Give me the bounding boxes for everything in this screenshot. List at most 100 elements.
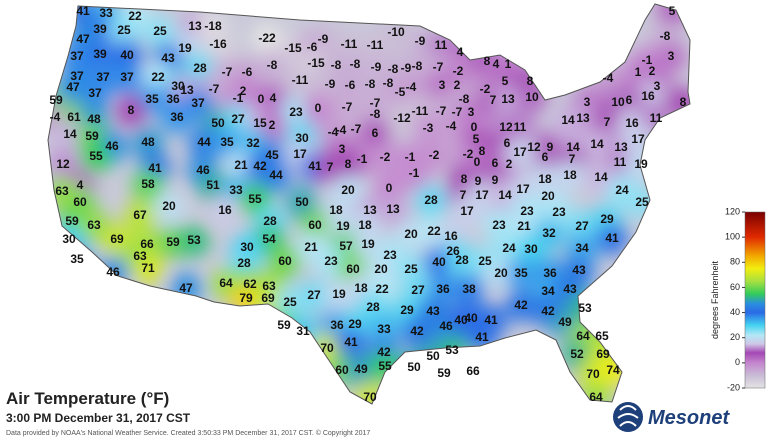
station-temperature: -8 (383, 76, 394, 90)
station-temperature: 5 (502, 74, 509, 88)
temperature-patch (101, 224, 133, 256)
station-temperature: 4 (493, 57, 500, 71)
station-temperature: -10 (387, 25, 405, 39)
station-temperature: -4 (603, 71, 614, 85)
station-temperature: 37 (70, 69, 84, 83)
station-temperature: 63 (133, 249, 147, 263)
station-temperature: 23 (520, 204, 534, 218)
station-temperature: 37 (88, 86, 102, 100)
station-temperature: 58 (141, 177, 155, 191)
station-temperature: 17 (460, 204, 474, 218)
station-temperature: -9 (415, 34, 426, 48)
station-temperature: 11 (650, 111, 663, 125)
station-temperature: 57 (339, 239, 353, 253)
station-temperature: 64 (219, 276, 233, 290)
station-temperature: 27 (411, 283, 425, 297)
station-temperature: 2 (506, 157, 513, 171)
station-temperature: -8 (660, 29, 671, 43)
station-temperature: 7 (569, 152, 576, 166)
station-temperature: 59 (85, 129, 99, 143)
station-temperature: 25 (153, 24, 167, 38)
station-temperature: 16 (218, 203, 232, 217)
station-temperature: 36 (330, 318, 344, 332)
station-temperature: 23 (289, 105, 303, 119)
station-temperature: 34 (541, 284, 555, 298)
station-temperature: 50 (295, 195, 309, 209)
station-temperature: 41 (484, 313, 498, 327)
station-temperature: 37 (120, 70, 134, 84)
station-temperature: 21 (517, 219, 531, 233)
station-temperature: 10 (611, 95, 625, 109)
station-temperature: 24 (615, 183, 629, 197)
temperature-patch (302, 93, 334, 125)
station-temperature: 36 (543, 266, 557, 280)
station-temperature: 46 (439, 319, 453, 333)
station-temperature: -7 (452, 105, 463, 119)
station-temperature: 36 (166, 92, 180, 106)
station-temperature: 40 (120, 48, 134, 62)
station-temperature: 22 (375, 282, 389, 296)
station-temperature: -7 (222, 65, 233, 79)
station-temperature: -2 (480, 82, 491, 96)
colorbar-tick-label: 20 (730, 332, 740, 342)
station-temperature: 19 (361, 237, 375, 251)
station-temperature: -7 (433, 60, 444, 74)
station-temperature: 13 (576, 111, 590, 125)
station-temperature: 74 (606, 363, 620, 377)
station-temperature: 36 (170, 110, 184, 124)
station-temperature: 19 (336, 219, 350, 233)
temperature-patch (209, 195, 241, 227)
station-temperature: 17 (513, 145, 527, 159)
station-temperature: 33 (229, 183, 243, 197)
credit: Data provided by NOAA's National Weather… (6, 429, 370, 437)
station-temperature: 7 (604, 115, 611, 129)
station-temperature: 8 (128, 103, 135, 117)
temperature-patch (435, 111, 467, 143)
temperature-patch (368, 314, 400, 346)
station-temperature: 37 (70, 49, 84, 63)
station-temperature: 28 (263, 214, 277, 228)
station-temperature: 27 (575, 219, 589, 233)
colorbar (744, 211, 766, 389)
station-temperature: 53 (578, 301, 592, 315)
station-temperature: 65 (595, 329, 609, 343)
station-temperature: 10 (525, 90, 539, 104)
station-temperature: 2 (454, 78, 461, 92)
station-temperature: 14 (561, 113, 575, 127)
temperature-patch (566, 211, 598, 243)
station-temperature: 8 (479, 144, 486, 158)
station-temperature: 70 (586, 367, 600, 381)
station-temperature: 41 (605, 231, 619, 245)
station-temperature: 1 (505, 57, 512, 71)
station-temperature: 43 (563, 282, 577, 296)
station-temperature: 15 (253, 116, 267, 130)
station-temperature: 13 (363, 203, 377, 217)
temperature-patch (415, 185, 447, 217)
temperature-patch (412, 113, 444, 145)
station-temperature: -2 (380, 150, 391, 164)
station-temperature: 6 (492, 156, 499, 170)
station-temperature: 60 (308, 218, 322, 232)
station-temperature: 3 (668, 49, 675, 63)
temperature-patch (345, 354, 377, 386)
station-temperature: 8 (345, 157, 352, 171)
temperature-patch (132, 253, 164, 285)
station-temperature: -8 (459, 92, 470, 106)
station-temperature: 19 (634, 157, 648, 171)
station-temperature: 42 (541, 304, 555, 318)
station-temperature: 1 (635, 65, 642, 79)
logo-text: Mesonet (648, 407, 730, 429)
station-temperature: 63 (87, 218, 101, 232)
station-temperature: 3 (439, 78, 446, 92)
station-temperature: 2 (240, 84, 247, 98)
station-temperature: 36 (436, 282, 450, 296)
station-temperature: 17 (516, 182, 530, 196)
temperature-patch (108, 15, 140, 47)
station-temperature: 50 (426, 349, 440, 363)
station-temperature: 25 (283, 295, 297, 309)
station-temperature: -8 (388, 62, 399, 76)
station-temperature: 69 (110, 232, 124, 246)
station-temperature: 35 (514, 266, 528, 280)
colorbar-tick-label: 40 (730, 307, 740, 317)
station-temperature: 79 (239, 291, 253, 305)
